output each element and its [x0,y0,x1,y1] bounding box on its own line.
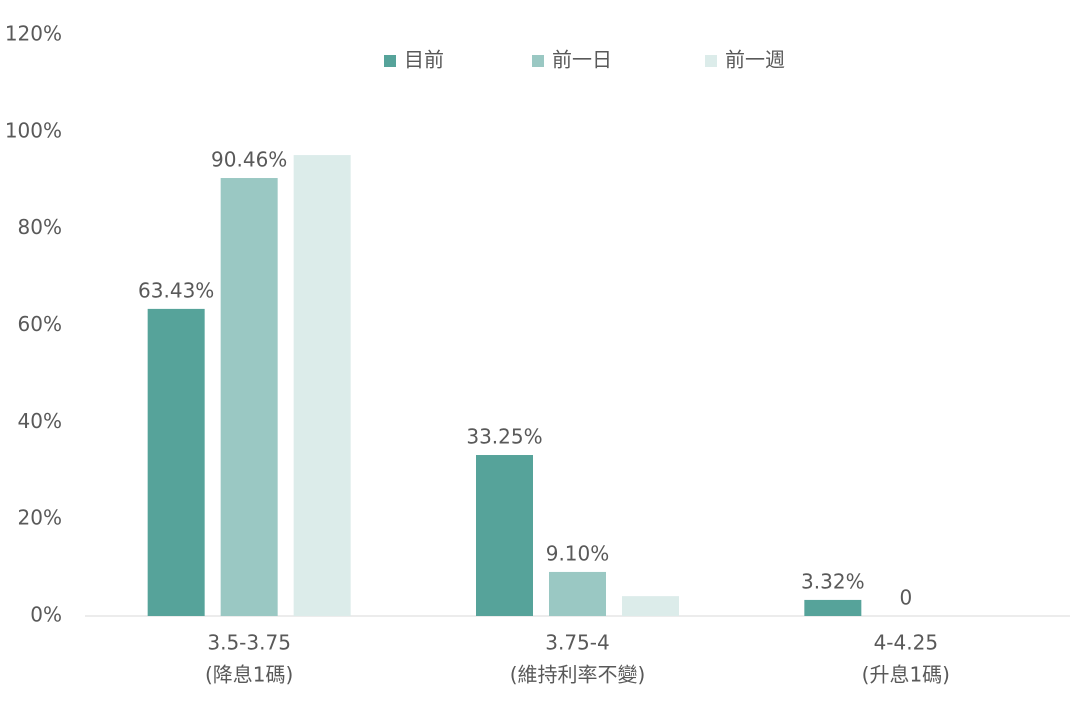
bar [476,455,533,616]
legend-label: 前一日 [552,48,612,72]
y-tick-label: 100% [5,118,62,142]
legend-swatch [532,55,544,67]
bar [804,599,862,616]
bar [220,178,278,616]
x-tick-label: 3.5-3.75 [207,631,291,655]
data-label: 3.32% [801,569,865,593]
y-tick-label: 120% [5,22,62,46]
x-tick-label: (維持利率不變) [510,663,646,687]
legend-swatch [705,55,717,67]
y-tick-label: 0% [30,603,62,627]
bar [147,308,205,616]
legend-label: 前一週 [725,48,785,72]
y-tick-label: 60% [18,312,62,336]
legend-swatch [384,55,396,67]
data-label: 63.43% [138,278,214,302]
x-tick-label: (升息1碼) [862,663,950,687]
x-tick-label: (降息1碼) [205,663,293,687]
bar [549,571,606,616]
legend-label: 目前 [404,48,444,72]
data-label: 33.25% [466,425,542,449]
y-tick-label: 40% [18,409,62,433]
y-tick-label: 20% [18,506,62,530]
data-label: 9.10% [546,541,610,565]
bar [622,596,679,616]
data-label: 0 [899,586,912,610]
data-label: 90.46% [211,148,287,172]
x-tick-label: 3.75-4 [545,631,609,655]
y-tick-label: 80% [18,215,62,239]
bar [293,155,351,616]
x-tick-label: 4-4.25 [874,631,938,655]
